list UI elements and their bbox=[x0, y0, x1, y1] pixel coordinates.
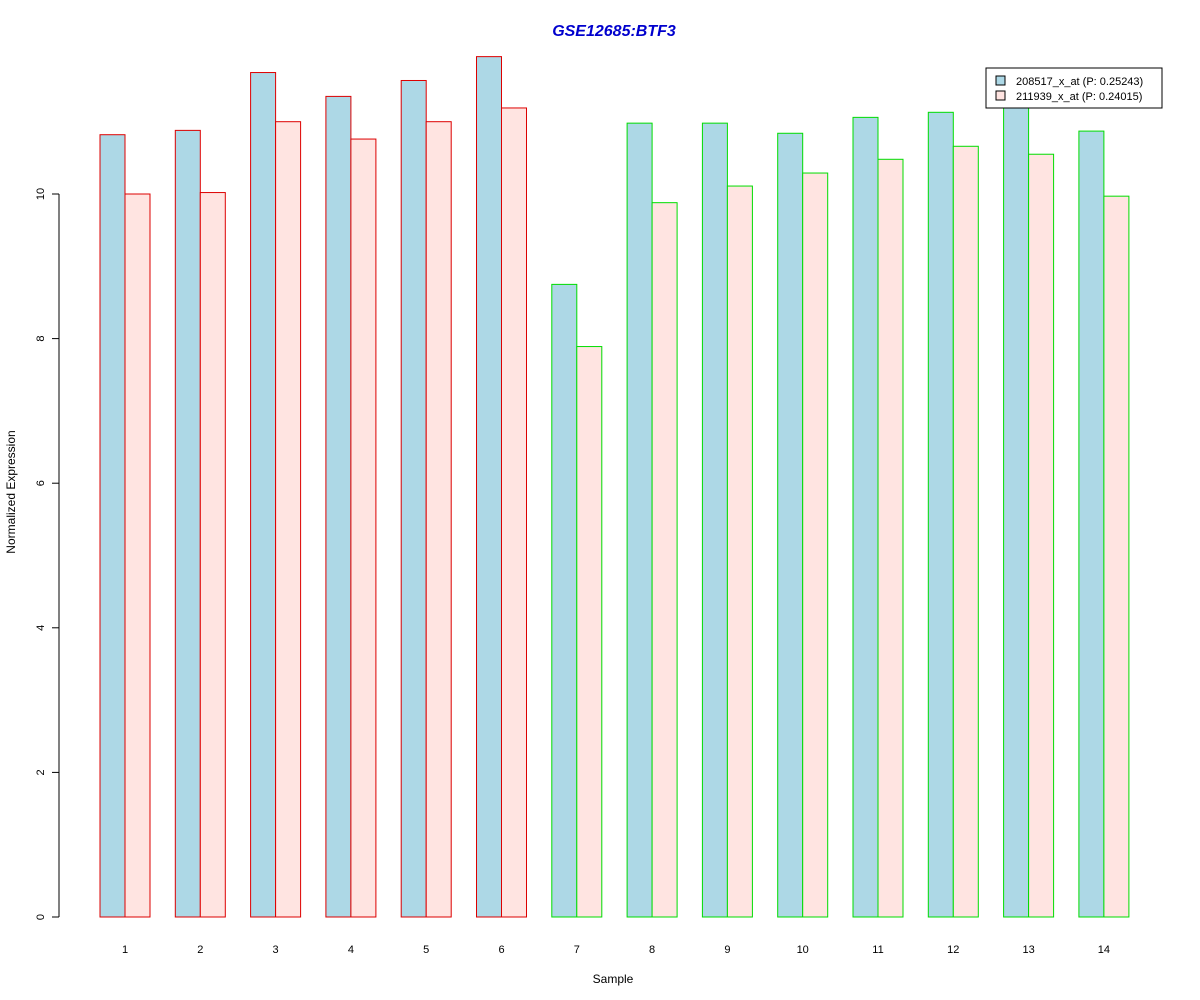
x-axis-label: Sample bbox=[593, 972, 634, 986]
bar-sample-4-series-1 bbox=[325, 95, 352, 918]
x-tick-label: 10 bbox=[797, 944, 809, 956]
bar-sample-13-series-1 bbox=[1003, 106, 1030, 918]
bar-sample-12-series-2 bbox=[952, 145, 979, 918]
y-tick-label: 6 bbox=[35, 480, 47, 486]
bar-sample-2-series-1 bbox=[174, 129, 201, 918]
bars bbox=[99, 56, 1130, 918]
bar-sample-8-series-1 bbox=[626, 122, 653, 918]
chart-title: GSE12685:BTF3 bbox=[552, 23, 676, 40]
x-tick-label: 11 bbox=[872, 944, 883, 956]
bar-sample-5-series-1 bbox=[400, 79, 427, 918]
bar-sample-14-series-1 bbox=[1078, 130, 1105, 918]
bar-sample-10-series-1 bbox=[777, 132, 804, 918]
bar-sample-1-series-2 bbox=[124, 193, 151, 918]
x-tick-label: 7 bbox=[574, 944, 580, 956]
legend: 208517_x_at (P: 0.25243) 211939_x_at (P:… bbox=[985, 67, 1163, 109]
x-tick-label: 12 bbox=[947, 944, 959, 956]
x-tick-label: 9 bbox=[724, 944, 730, 956]
bar-sample-2-series-2 bbox=[199, 192, 226, 918]
x-tick-label: 6 bbox=[498, 944, 504, 956]
bar-sample-11-series-2 bbox=[877, 158, 904, 918]
x-tick-label: 2 bbox=[197, 944, 203, 956]
legend-label-2: 211939_x_at (P: 0.24015) bbox=[1016, 91, 1142, 103]
x-axis-ticks: 1 2 3 4 5 6 7 8 9 10 11 12 13 14 bbox=[122, 944, 1110, 956]
bar-sample-10-series-2 bbox=[802, 172, 829, 918]
bar-sample-3-series-1 bbox=[250, 72, 277, 918]
legend-swatch-1 bbox=[995, 75, 1006, 86]
y-tick-label: 0 bbox=[35, 914, 47, 920]
bar-sample-12-series-1 bbox=[927, 111, 954, 918]
bar-sample-1-series-1 bbox=[99, 134, 126, 918]
bar-sample-7-series-1 bbox=[551, 283, 578, 918]
y-tick-label: 8 bbox=[35, 336, 47, 342]
bar-sample-3-series-2 bbox=[275, 121, 302, 918]
bar-sample-11-series-1 bbox=[852, 116, 879, 918]
legend-swatch-2 bbox=[995, 90, 1006, 101]
x-tick-label: 14 bbox=[1098, 944, 1110, 956]
bar-sample-9-series-2 bbox=[726, 185, 753, 918]
y-tick-label: 10 bbox=[35, 188, 47, 200]
legend-label-1: 208517_x_at (P: 0.25243) bbox=[1016, 76, 1143, 88]
bar-sample-7-series-2 bbox=[576, 346, 603, 918]
x-tick-label: 5 bbox=[423, 944, 429, 956]
x-tick-label: 3 bbox=[273, 944, 279, 956]
x-tick-label: 4 bbox=[348, 944, 354, 956]
bar-sample-5-series-2 bbox=[425, 121, 452, 918]
bar-sample-14-series-2 bbox=[1103, 195, 1130, 918]
bar-sample-6-series-2 bbox=[501, 107, 527, 918]
x-tick-label: 13 bbox=[1022, 944, 1034, 956]
y-tick-label: 2 bbox=[35, 769, 47, 775]
bar-sample-9-series-1 bbox=[701, 122, 728, 918]
bar-sample-6-series-1 bbox=[476, 56, 502, 918]
bar-sample-4-series-2 bbox=[350, 138, 377, 918]
y-axis: 0 2 4 6 8 10 bbox=[35, 188, 60, 920]
bar-sample-13-series-2 bbox=[1028, 153, 1055, 918]
y-axis-label: Normalized Expression bbox=[4, 430, 18, 553]
x-tick-label: 8 bbox=[649, 944, 655, 956]
x-tick-label: 1 bbox=[122, 944, 128, 956]
legend-box bbox=[985, 67, 1163, 109]
bar-sample-8-series-2 bbox=[651, 202, 678, 918]
y-tick-label: 4 bbox=[35, 625, 47, 631]
